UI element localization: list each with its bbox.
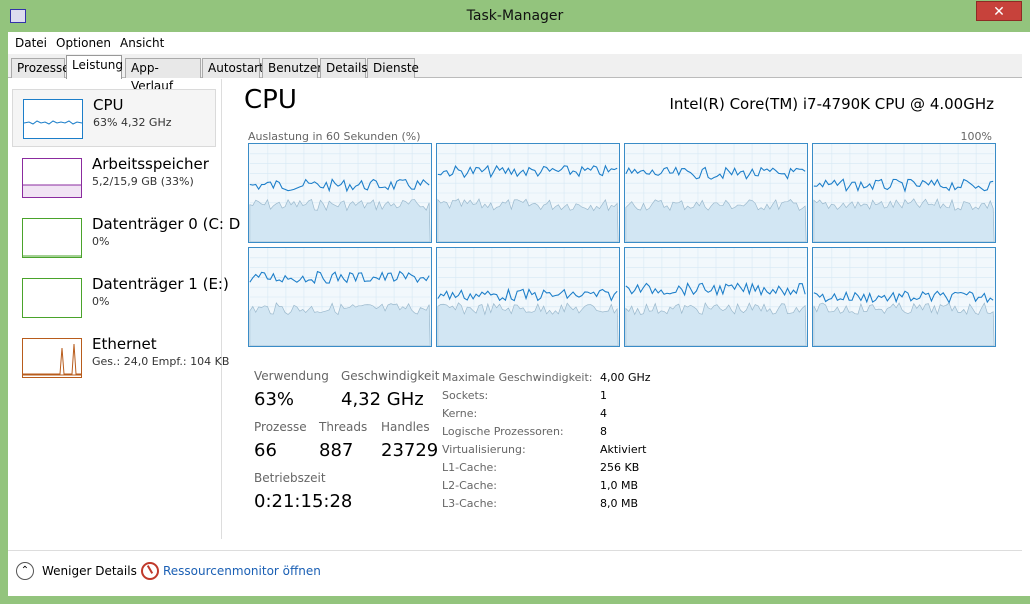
cpu-thumbnail [23,99,83,139]
menu-optionen[interactable]: Optionen [56,36,112,50]
open-resource-monitor-link[interactable]: Ressourcenmonitor öffnen [163,564,321,578]
tab-benutzer[interactable]: Benutzer [262,58,322,78]
threads-label: Threads [319,420,368,434]
detail-value: 4 [600,407,607,420]
handles-value: 23729 [381,440,439,461]
disk0-thumbnail [22,218,82,258]
menu-ansicht[interactable]: Ansicht [120,36,165,50]
speed-value: 4,32 GHz [341,389,424,410]
detail-value: 8 [600,425,607,438]
title-bar[interactable]: Task-Manager ✕ [0,0,1030,32]
detail-label: L2-Cache: [442,479,498,492]
tab-prozesse[interactable]: Prozesse [11,58,70,78]
cpu-core-graphs [248,143,996,353]
detail-label: Logische Prozessoren: [442,425,564,438]
resource-sub: Ges.: 24,0 Empf.: 104 KB [92,355,230,368]
core-graph-4 [812,143,996,243]
menu-bar: Datei Optionen Ansicht [8,32,1022,54]
resource-ethernet[interactable]: Ethernet Ges.: 24,0 Empf.: 104 KB [12,329,229,387]
processes-label: Prozesse [254,420,307,434]
resource-sub: 5,2/15,9 GB (33%) [92,175,194,188]
core-graph-8 [812,247,996,347]
cpu-model: Intel(R) Core(TM) i7-4790K CPU @ 4.00GHz [669,95,994,113]
detail-value: 4,00 GHz [600,371,651,384]
menu-datei[interactable]: Datei [15,36,48,50]
detail-value: 1,0 MB [600,479,639,492]
chevron-up-icon[interactable]: ⌃ [16,562,34,580]
processes-value: 66 [254,440,277,461]
resource-memory[interactable]: Arbeitsspeicher 5,2/15,9 GB (33%) [12,149,216,207]
disk1-thumbnail [22,278,82,318]
detail-label: Sockets: [442,389,489,402]
usage-value: 63% [254,389,295,410]
resource-sub: 0% [92,235,110,248]
resource-cpu[interactable]: CPU 63% 4,32 GHz [12,89,216,147]
tab-leistung[interactable]: Leistung [66,55,123,79]
tab-dienste[interactable]: Dienste [367,58,419,78]
task-manager-icon [10,9,26,23]
detail-value: 1 [600,389,607,402]
chart-caption: Auslastung in 60 Sekunden (%) [248,130,421,143]
handles-label: Handles [381,420,430,434]
close-button[interactable]: ✕ [976,1,1022,21]
core-graph-5 [248,247,432,347]
detail-label: Kerne: [442,407,478,420]
resource-disk-0[interactable]: Datenträger 0 (C: D 0% [12,209,240,267]
detail-label: L1-Cache: [442,461,498,474]
speed-label: Geschwindigkeit [341,369,440,383]
fewer-details-link[interactable]: Weniger Details [42,564,137,578]
resource-name: Arbeitsspeicher [92,155,209,173]
window-title: Task-Manager [466,8,564,24]
cpu-title: CPU [244,85,297,115]
detail-label: L3-Cache: [442,497,498,510]
detail-label: Maximale Geschwindigkeit: [442,371,593,384]
tab-app-verlauf[interactable]: App-Verlauf [125,58,201,93]
resource-name: Datenträger 0 (C: D [92,215,241,233]
detail-value: Aktiviert [600,443,647,456]
cpu-panel: CPU Intel(R) Core(TM) i7-4790K CPU @ 4.0… [244,79,1004,539]
resource-sub: 0% [92,295,110,308]
threads-value: 887 [319,440,354,461]
uptime-value: 0:21:15:28 [254,491,353,512]
uptime-label: Betriebszeit [254,471,326,485]
resource-list: CPU 63% 4,32 GHz Arbeitsspeicher 5,2/15,… [8,79,240,539]
resource-disk-1[interactable]: Datenträger 1 (E:) 0% [12,269,229,327]
resource-monitor-icon[interactable] [141,562,159,580]
tab-autostart[interactable]: Autostart [202,58,264,78]
resource-name: Datenträger 1 (E:) [92,275,229,293]
window-edge [1022,32,1030,596]
core-graph-3 [624,143,808,243]
detail-label: Virtualisierung: [442,443,526,456]
detail-value: 8,0 MB [600,497,639,510]
core-graph-2 [436,143,620,243]
cpu-stats: Verwendung 63% Geschwindigkeit 4,32 GHz … [246,369,1006,539]
core-graph-1 [248,143,432,243]
detail-value: 256 KB [600,461,640,474]
memory-thumbnail [22,158,82,198]
client-area: Datei Optionen Ansicht Prozesse Leistung… [8,32,1030,596]
core-graph-7 [624,247,808,347]
usage-label: Verwendung [254,369,329,383]
footer: ⌃ Weniger Details Ressourcenmonitor öffn… [8,550,1022,596]
tab-bar: Prozesse Leistung App-Verlauf Autostart … [8,54,1022,93]
resource-name: Ethernet [92,335,157,353]
resource-name: CPU [93,96,124,114]
chart-max-label: 100% [960,130,992,143]
resource-sub: 63% 4,32 GHz [93,116,172,129]
tab-details[interactable]: Details [320,58,368,78]
ethernet-thumbnail [22,338,82,378]
core-graph-6 [436,247,620,347]
